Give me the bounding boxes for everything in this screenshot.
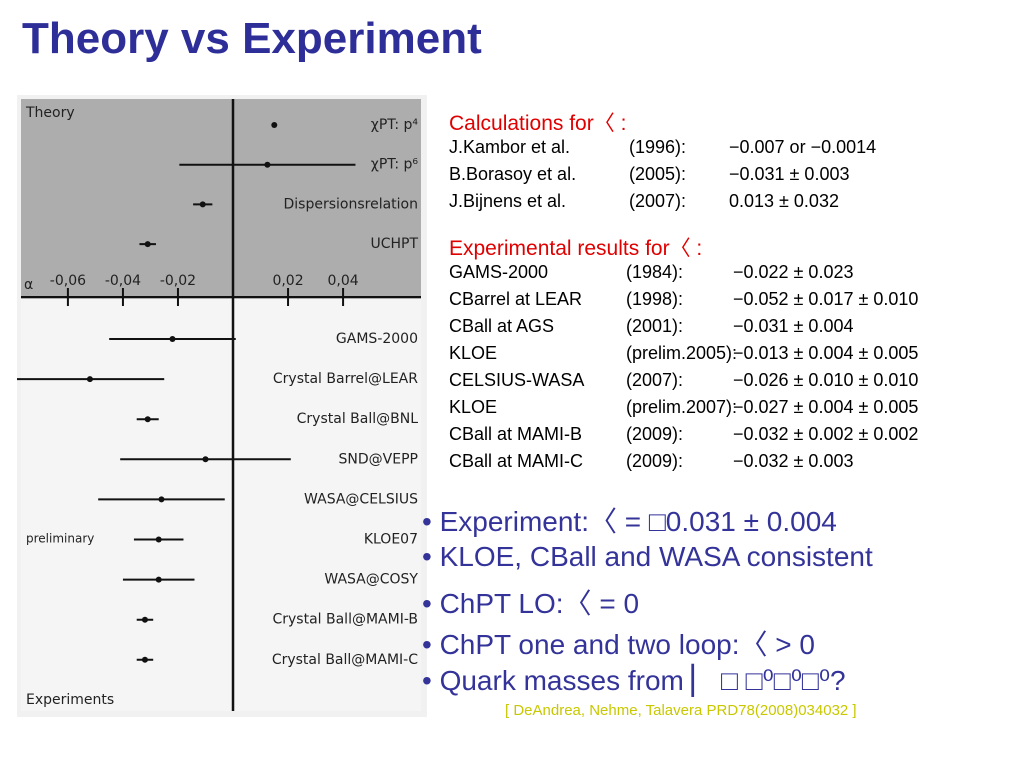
table-cell: −0.032 ± 0.003 bbox=[733, 451, 854, 471]
table-cell: (prelim.2007): bbox=[626, 397, 738, 417]
table-cell: CBall at MAMI-C bbox=[449, 451, 584, 471]
experiments-label: Experiments bbox=[26, 692, 114, 708]
table-cell: −0.026 ± 0.010 ± 0.010 bbox=[733, 370, 919, 390]
table-cell: J.Bijnens et al. bbox=[449, 191, 567, 211]
entry-label: UCHPT bbox=[370, 236, 418, 252]
theory-background bbox=[21, 99, 421, 299]
citation: [ DeAndrea, Nehme, Talavera PRD78(2008)0… bbox=[505, 702, 857, 719]
table-cell: −0.022 ± 0.023 bbox=[733, 262, 854, 282]
entry-label: SND@VEPP bbox=[339, 451, 418, 467]
point bbox=[155, 576, 162, 583]
entry-label: Crystal Barrel@LEAR bbox=[273, 371, 418, 387]
entry-label: Crystal Ball@MAMI-C bbox=[272, 652, 418, 668]
entry-label: Crystal Ball@BNL bbox=[297, 411, 419, 427]
table-cell: (2005): bbox=[629, 164, 687, 184]
point bbox=[155, 536, 162, 543]
table-cell: (2007): bbox=[626, 370, 684, 390]
entry-label: χPT: p⁴ bbox=[371, 117, 419, 133]
point bbox=[158, 496, 165, 503]
point bbox=[144, 416, 151, 423]
table-cell: −0.031 ± 0.004 bbox=[733, 316, 854, 336]
theory-label: Theory bbox=[25, 105, 75, 121]
point bbox=[141, 616, 148, 623]
table-cell: −0.032 ± 0.002 ± 0.002 bbox=[733, 424, 919, 444]
entry-label: GAMS-2000 bbox=[336, 331, 418, 347]
entry-label: Dispersionsrelation bbox=[284, 196, 418, 212]
table-cell: (2009): bbox=[626, 451, 684, 471]
point bbox=[271, 122, 278, 128]
point bbox=[141, 656, 148, 663]
table-cell: (1984): bbox=[626, 262, 684, 282]
x-tick-label: -0,06 bbox=[50, 273, 86, 289]
table-cell: 0.013 ± 0.032 bbox=[729, 191, 839, 211]
table-cell: GAMS-2000 bbox=[449, 262, 549, 282]
x-tick-label: -0,04 bbox=[105, 273, 141, 289]
x-tick-label: 0,02 bbox=[272, 273, 303, 289]
table-cell: CBall at AGS bbox=[449, 316, 555, 336]
section-heading: Experimental results for〈 : bbox=[449, 237, 703, 260]
point bbox=[199, 201, 206, 208]
table-cell: −0.027 ± 0.004 ± 0.005 bbox=[733, 397, 919, 417]
bullet: • Quark masses from ▏ □ □⁰□⁰□⁰? bbox=[422, 665, 846, 696]
table-cell: KLOE bbox=[449, 397, 498, 417]
table-cell: (prelim.2005): bbox=[626, 343, 738, 363]
preliminary-label: preliminary bbox=[26, 532, 94, 546]
table-cell: B.Borasoy et al. bbox=[449, 164, 577, 184]
x-tick-label: -0,02 bbox=[160, 273, 196, 289]
experiment-background bbox=[21, 299, 421, 711]
section-heading: Calculations for〈 : bbox=[449, 112, 627, 135]
axis-label: α bbox=[24, 277, 33, 293]
table-cell: (1996): bbox=[629, 137, 687, 157]
table-cell: (1998): bbox=[626, 289, 684, 309]
entry-label: WASA@CELSIUS bbox=[304, 491, 418, 507]
entry-label: χPT: p⁶ bbox=[371, 157, 419, 173]
table-cell: J.Kambor et al. bbox=[449, 137, 571, 157]
table-cell: CBarrel at LEAR bbox=[449, 289, 583, 309]
forest-plot: Theory Experiments preliminary α -0,06 -0… bbox=[17, 95, 427, 717]
bullet: • KLOE, CBall and WASA consistent bbox=[422, 541, 873, 572]
x-tick-label: 0,04 bbox=[327, 273, 358, 289]
table-cell: −0.007 or −0.0014 bbox=[729, 137, 877, 157]
table-cell: CBall at MAMI-B bbox=[449, 424, 583, 444]
bullet: • Experiment:〈 = □0.031 ± 0.004 bbox=[422, 506, 837, 537]
table-cell: (2001): bbox=[626, 316, 684, 336]
slide-title: Theory vs Experiment bbox=[22, 14, 482, 63]
table-cell: −0.052 ± 0.017 ± 0.010 bbox=[733, 289, 919, 309]
point bbox=[144, 241, 151, 248]
point bbox=[86, 376, 93, 383]
table-cell: −0.013 ± 0.004 ± 0.005 bbox=[733, 343, 919, 363]
entry-label: KLOE07 bbox=[364, 532, 418, 548]
table-cell: (2007): bbox=[629, 191, 687, 211]
point bbox=[264, 161, 271, 168]
bullet: • ChPT LO:〈 = 0 bbox=[422, 588, 640, 619]
bullet: • ChPT one and two loop:〈 > 0 bbox=[422, 629, 815, 660]
table-cell: KLOE bbox=[449, 343, 498, 363]
point bbox=[202, 456, 209, 463]
entry-label: Crystal Ball@MAMI-B bbox=[272, 612, 418, 628]
table-cell: (2009): bbox=[626, 424, 684, 444]
point bbox=[169, 336, 176, 342]
entry-label: WASA@COSY bbox=[324, 572, 418, 588]
table-cell: CELSIUS-WASA bbox=[449, 370, 585, 390]
table-cell: −0.031 ± 0.003 bbox=[729, 164, 850, 184]
